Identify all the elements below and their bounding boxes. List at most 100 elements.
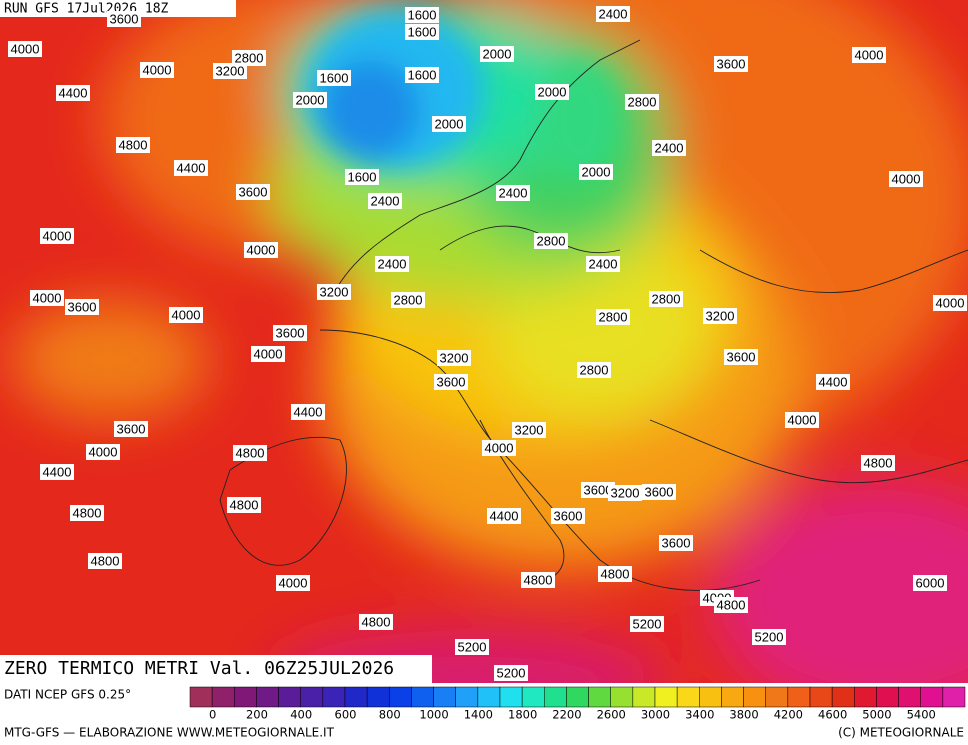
contour-label: 4000	[936, 295, 965, 310]
contour-label-box	[116, 137, 150, 153]
contour-label: 4800	[864, 455, 893, 470]
colorbar-swatch	[676, 686, 700, 708]
contour-label-box	[291, 404, 325, 420]
contour-label: 4000	[247, 242, 276, 257]
source-label: DATI NCEP GFS 0.25°	[4, 688, 131, 702]
contour-label: 5200	[497, 665, 526, 680]
contour-label-box	[785, 412, 819, 428]
colorbar-label: 1000	[419, 708, 448, 722]
contour-label: 2800	[580, 362, 609, 377]
contour-label-box	[625, 94, 659, 110]
contour-label: 4000	[855, 47, 884, 62]
contour-label: 4800	[524, 572, 553, 587]
contour-label-box	[405, 7, 439, 23]
colorbar-label: 1800	[508, 708, 537, 722]
contour-label-box	[40, 228, 74, 244]
contour-label-box	[577, 362, 611, 378]
contour-label-box	[581, 482, 615, 498]
contour-label-box	[752, 629, 786, 645]
contour-label-box	[596, 309, 630, 325]
contour-label: 4800	[717, 597, 746, 612]
contour-label-box	[432, 116, 466, 132]
contour-label-box	[244, 242, 278, 258]
contour-label-box	[933, 295, 967, 311]
contour-label: 3600	[717, 56, 746, 71]
run-label: RUN GFS 17Jul2026 18Z	[4, 2, 169, 17]
contour-label-box	[107, 11, 141, 27]
contour-label-box	[521, 572, 555, 588]
contour-label-box	[714, 597, 748, 613]
colorbar-swatch	[455, 686, 479, 708]
contour-label: 3200	[515, 422, 544, 437]
contour-label: 3600	[645, 484, 674, 499]
contour-label-box	[642, 484, 676, 500]
contour-label: 2800	[537, 233, 566, 248]
contour-label: 4400	[294, 404, 323, 419]
contour-label-box	[535, 84, 569, 100]
contour-label-box	[861, 455, 895, 471]
contour-label-box	[213, 63, 247, 79]
contour-label: 2400	[655, 140, 684, 155]
colorbar-swatch	[322, 686, 346, 708]
contour-label-box	[276, 575, 310, 591]
colorbar-label: 2200	[552, 708, 581, 722]
contour-label: 4800	[91, 553, 120, 568]
contour-label: 4000	[254, 346, 283, 361]
header-box	[0, 0, 236, 17]
colorbar-swatch	[566, 686, 589, 708]
contour-label-box	[8, 41, 42, 57]
contour-label: 3600	[276, 325, 305, 340]
contour-label-box	[232, 50, 266, 66]
colorbar-swatch	[300, 686, 324, 708]
contour-label-box	[236, 184, 270, 200]
contour-label: 4400	[490, 508, 519, 523]
footer-right: (C) METEOGIORNALE	[838, 726, 964, 740]
title-box	[0, 655, 432, 683]
colorbar-label: 200	[246, 708, 268, 722]
colorbar-swatch	[831, 686, 855, 708]
contour-label: 2800	[652, 291, 681, 306]
contour-label-box	[482, 440, 516, 456]
colorbar-swatch	[809, 686, 833, 708]
colorbar-swatch	[743, 686, 766, 708]
contour-label-box	[375, 256, 409, 272]
colorbar-swatch	[610, 686, 634, 708]
colorbar-swatch	[234, 686, 257, 708]
colorbar-swatch	[211, 686, 235, 708]
colorbar-label: 3000	[641, 708, 670, 722]
contour-label: 2000	[483, 46, 512, 61]
contour-label: 4800	[230, 497, 259, 512]
colorbar-swatch	[854, 686, 877, 708]
contour-label-box	[317, 284, 351, 300]
contour-label-box	[512, 422, 546, 438]
contour-label-box	[630, 616, 664, 632]
contour-label: 2000	[582, 164, 611, 179]
colorbar-label: 4600	[818, 708, 847, 722]
colorbar-swatch	[787, 686, 811, 708]
contour-label: 2800	[394, 292, 423, 307]
contour-label: 5200	[458, 639, 487, 654]
contour-label-box	[114, 421, 148, 437]
contour-label: 3200	[611, 485, 640, 500]
contour-label-box	[579, 164, 613, 180]
contour-label-box	[30, 290, 64, 306]
contour-label-box	[551, 508, 585, 524]
contour-label: 2400	[599, 6, 628, 21]
contour-label: 1600	[408, 67, 437, 82]
contour-label-box	[174, 160, 208, 176]
colorbar-swatch	[344, 686, 368, 708]
contour-label: 3600	[727, 349, 756, 364]
contour-label: 3600	[110, 11, 139, 26]
contour-label: 2000	[296, 92, 325, 107]
contour-label-box	[359, 614, 393, 630]
contour-label: 2400	[589, 256, 618, 271]
contour-label-box	[56, 85, 90, 101]
contour-label-box	[273, 325, 307, 341]
contour-label: 3600	[584, 482, 613, 497]
contour-label: 3600	[239, 184, 268, 199]
contour-label: 1600	[408, 7, 437, 22]
colorbar-swatch	[411, 686, 434, 708]
contour-label: 2400	[378, 256, 407, 271]
colorbar-swatch	[588, 686, 611, 708]
